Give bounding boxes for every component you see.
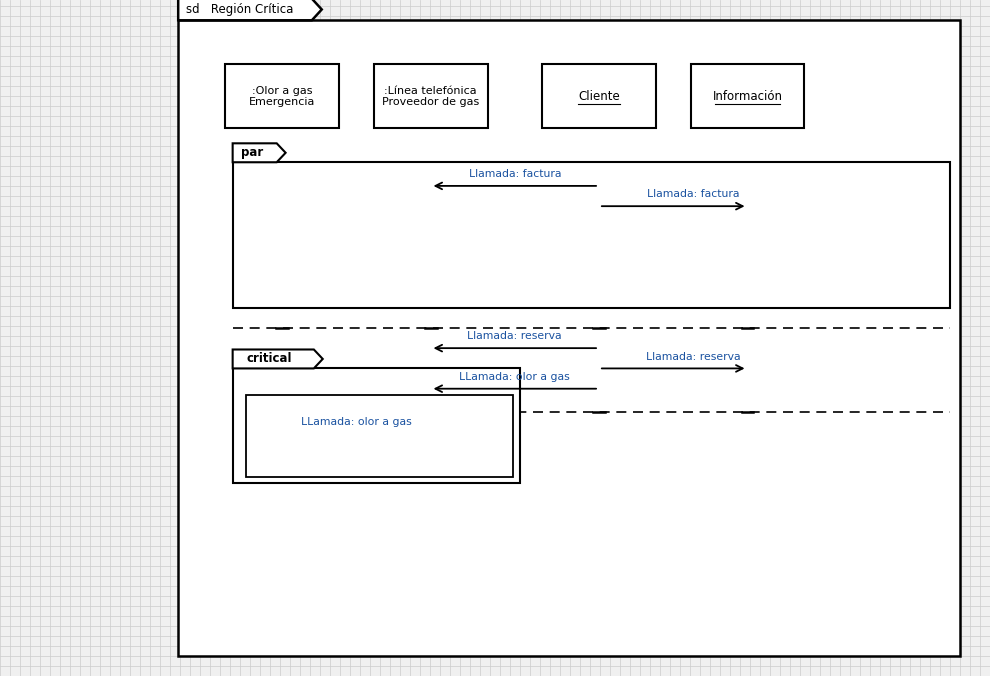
Text: Llamada: reserva: Llamada: reserva [467,331,562,341]
Text: Cliente: Cliente [578,90,620,103]
Text: Llamada: factura: Llamada: factura [468,169,561,179]
Text: LLamada: olor a gas: LLamada: olor a gas [459,372,570,382]
Polygon shape [178,0,322,20]
FancyBboxPatch shape [233,368,520,483]
Text: sd   Región Crítica: sd Región Crítica [186,3,293,16]
Text: Llamada: factura: Llamada: factura [646,189,740,199]
FancyBboxPatch shape [178,20,960,656]
Text: critical: critical [247,352,292,366]
FancyBboxPatch shape [374,64,487,128]
Text: LLamada: olor a gas: LLamada: olor a gas [301,417,412,427]
Text: Información: Información [713,90,782,103]
Text: Cliente: Cliente [578,90,620,103]
FancyBboxPatch shape [233,162,950,308]
FancyBboxPatch shape [691,64,804,128]
FancyBboxPatch shape [543,64,655,128]
Text: Llamada: reserva: Llamada: reserva [645,352,741,362]
FancyBboxPatch shape [226,64,339,128]
Text: par: par [242,146,263,160]
Polygon shape [233,349,323,368]
FancyBboxPatch shape [246,395,513,477]
Text: :Olor a gas
Emergencia: :Olor a gas Emergencia [248,86,316,107]
Text: :Línea telefónica
Proveedor de gas: :Línea telefónica Proveedor de gas [382,86,479,107]
Polygon shape [233,143,285,162]
Text: Información: Información [713,90,782,103]
